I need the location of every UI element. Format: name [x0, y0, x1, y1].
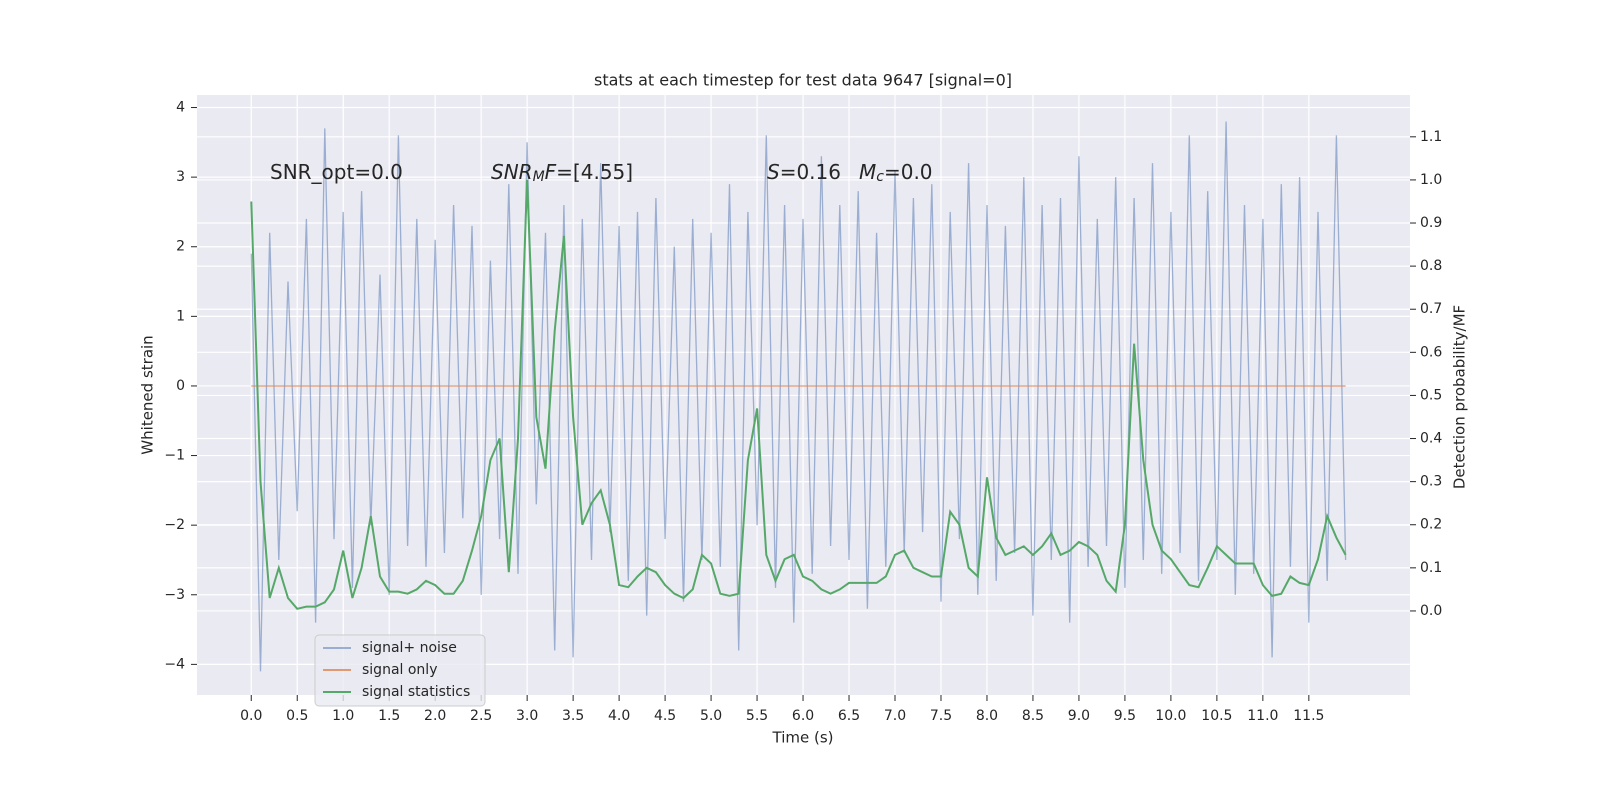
annotation-part: =0.16 [780, 160, 841, 184]
legend-label: signal statistics [362, 684, 470, 700]
legend-label: signal+ noise [362, 640, 457, 656]
annotation-part: =0.0 [884, 160, 933, 184]
x-tick-label: 8.5 [1022, 708, 1044, 724]
chart-title: stats at each timestep for test data 964… [594, 71, 1012, 90]
annotations: SNR_opt=0.0 SNRMF=[4.55] S=0.16 Mc=0.0 [270, 160, 933, 185]
annotation: SNRMF=[4.55] [491, 160, 633, 185]
series-line [250, 179, 1347, 610]
x-tick-label: 9.5 [1114, 708, 1136, 724]
x-tick-label: 1.0 [332, 708, 354, 724]
y-axis-label: Whitened strain [139, 335, 157, 454]
y-tick-label: −3 [164, 587, 185, 603]
y-tick-label: −4 [164, 656, 185, 672]
annotation-part: =[4.55] [556, 160, 633, 184]
x-tick-label: 9.0 [1068, 708, 1090, 724]
x-tick-label: 4.0 [608, 708, 630, 724]
y-tick-label: −1 [164, 448, 185, 464]
annotation-part: M [533, 169, 545, 185]
marks [250, 121, 1347, 672]
x-tick-label: 6.5 [838, 708, 860, 724]
y2-tick-label: 0.6 [1420, 344, 1442, 360]
y2-tick-label: 0.0 [1420, 603, 1442, 619]
y2-tick-label: 0.2 [1420, 517, 1442, 533]
annotation-part: SNR [491, 160, 533, 184]
x-tick-label: 3.5 [562, 708, 584, 724]
annotation: Mc=0.0 [859, 160, 933, 185]
annotation-part: c [876, 169, 884, 185]
legend: signal+ noise signal only signal statistic… [314, 634, 486, 707]
y-tick-label: 2 [176, 239, 185, 255]
x-tick-label: 5.5 [746, 708, 768, 724]
x-tick-label: 11.5 [1293, 708, 1324, 724]
y2-tick-label: 0.3 [1420, 474, 1442, 490]
x-tick-label: 5.0 [700, 708, 722, 724]
y2-tick-label: 0.5 [1420, 387, 1442, 403]
y-tick-label: −2 [164, 517, 185, 533]
y-tick-label: 0 [176, 378, 185, 394]
x-tick-label: 1.5 [378, 708, 400, 724]
annotation-part: M [859, 160, 876, 184]
axes: 0.0 0.5 1.0 1.5 2.0 2.5 3.0 3.5 4.0 4.5 5.0 5.5 6.0 6… [164, 100, 1442, 724]
y-tick-label: 3 [176, 169, 185, 185]
x-tick-label: 4.5 [654, 708, 676, 724]
annotation-part: SNR_opt=0.0 [270, 160, 403, 184]
y2-tick-label: 0.7 [1420, 301, 1442, 317]
x-tick-label: 2.0 [424, 708, 446, 724]
x-tick-label: 8.0 [976, 708, 998, 724]
y2-axis-label: Detection probability/MF [1451, 305, 1469, 489]
annotation: S=0.16 [767, 160, 841, 184]
x-tick-label: 0.0 [240, 708, 262, 724]
x-tick-label: 10.0 [1155, 708, 1186, 724]
y2-tick-label: 0.1 [1420, 560, 1442, 576]
annotation: SNR_opt=0.0 [270, 160, 403, 184]
x-tick-label: 3.0 [516, 708, 538, 724]
series-line [250, 121, 1347, 672]
legend-label: signal only [362, 662, 437, 678]
y-tick-label: 1 [176, 308, 185, 324]
x-tick-label: 11.0 [1247, 708, 1278, 724]
x-tick-label: 2.5 [470, 708, 492, 724]
x-tick-label: 7.0 [884, 708, 906, 724]
y2-tick-label: 1.1 [1420, 129, 1442, 145]
x-tick-label: 6.0 [792, 708, 814, 724]
annotation-part: F [545, 160, 557, 184]
x-axis-label: Time (s) [772, 729, 834, 747]
annotation-part: S [767, 160, 780, 184]
y-tick-label: 4 [176, 100, 185, 116]
x-tick-label: 0.5 [286, 708, 308, 724]
y2-tick-label: 0.9 [1420, 215, 1442, 231]
x-tick-label: 7.5 [930, 708, 952, 724]
y2-tick-label: 1.0 [1420, 172, 1442, 188]
y2-tick-label: 0.4 [1420, 431, 1442, 447]
x-tick-label: 10.5 [1201, 708, 1232, 724]
y2-tick-label: 0.8 [1420, 258, 1442, 274]
legend-box [314, 634, 486, 707]
